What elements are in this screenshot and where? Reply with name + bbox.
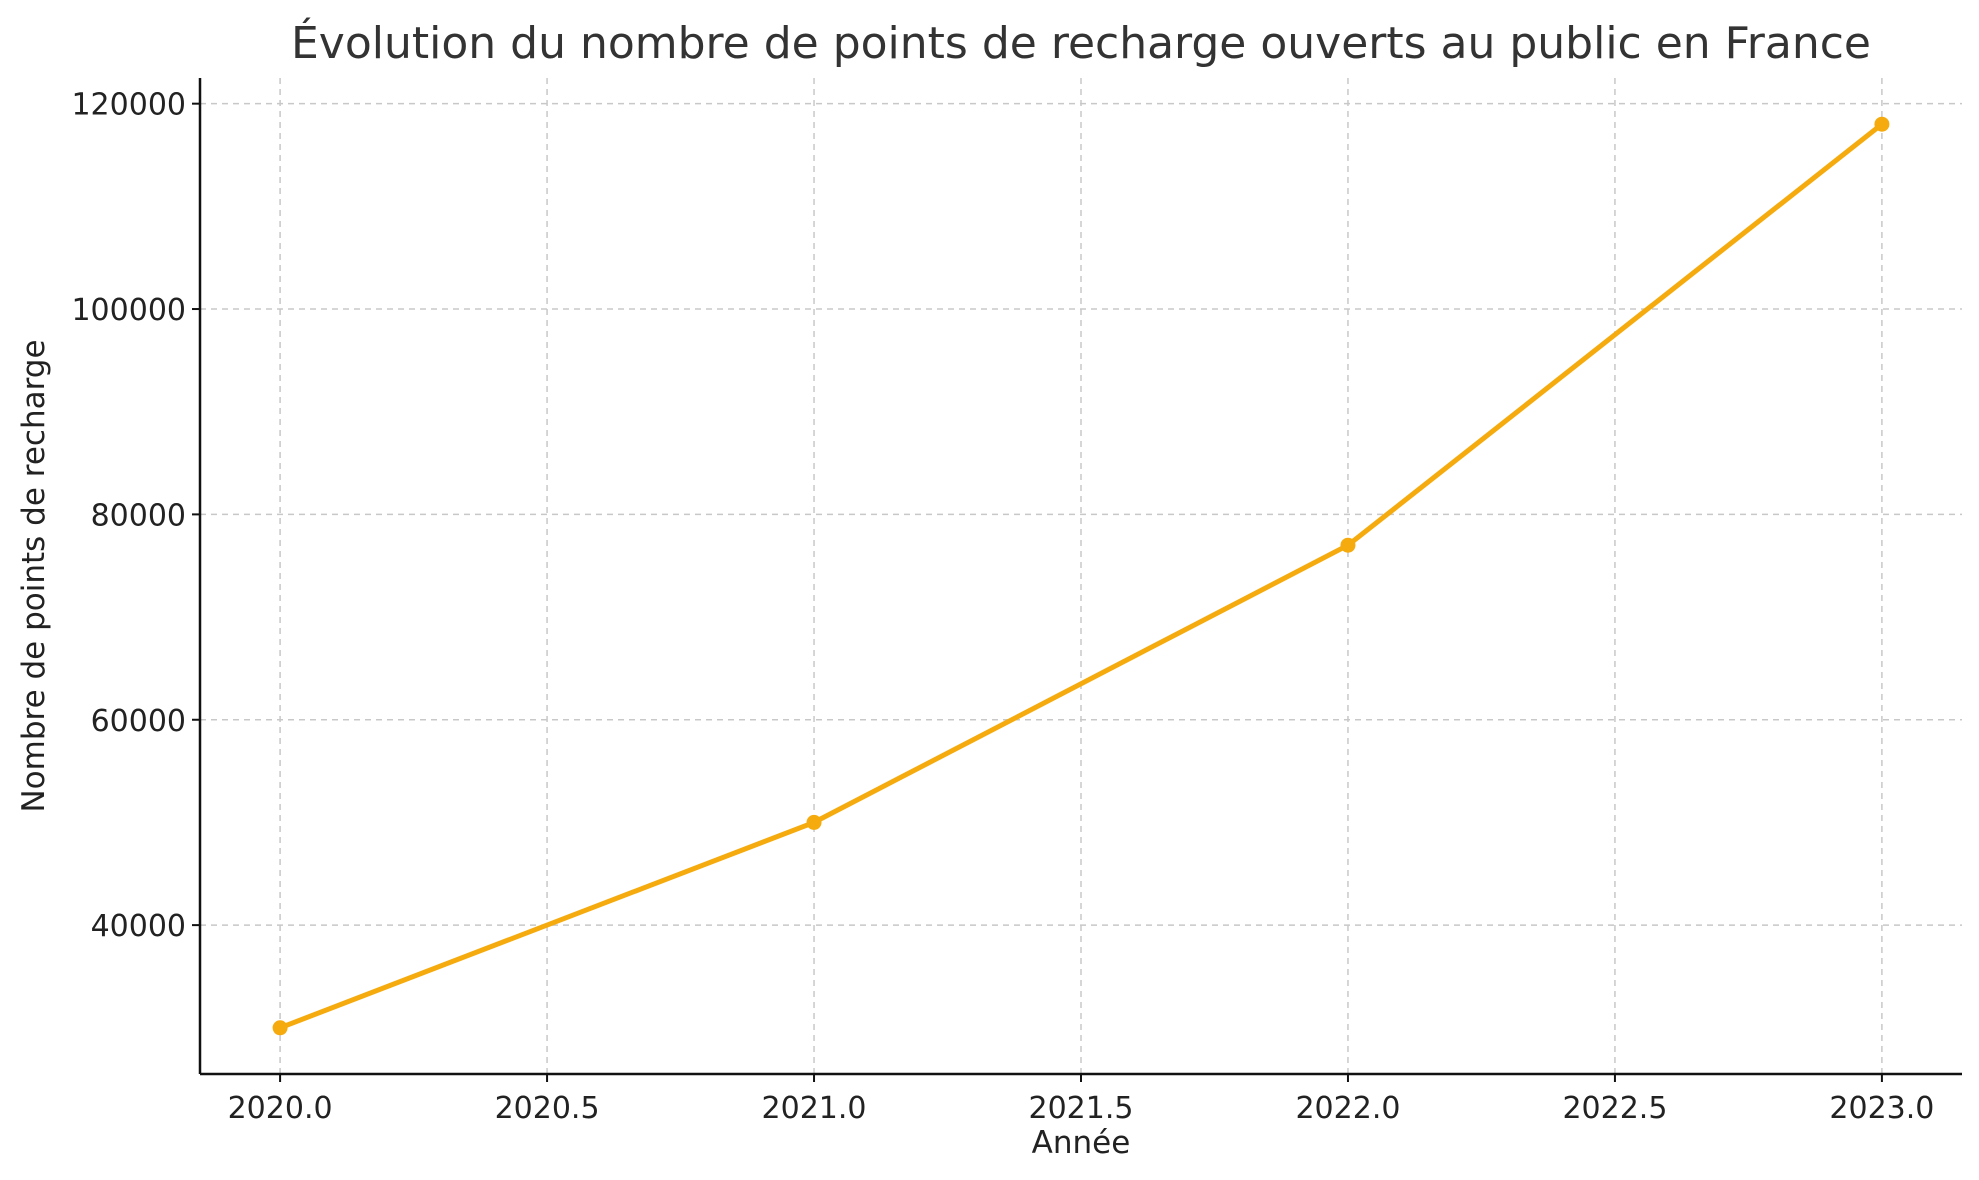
y-tick-label: 40000 (91, 909, 186, 944)
data-point (1340, 537, 1356, 553)
grid (200, 78, 1962, 1074)
y-tick-label: 60000 (91, 704, 186, 739)
y-tick-label: 80000 (91, 498, 186, 533)
x-tick-label: 2020.5 (495, 1091, 600, 1126)
data-point (272, 1020, 288, 1036)
series (272, 116, 1890, 1036)
x-tick-label: 2021.5 (1029, 1091, 1134, 1126)
x-tick-label: 2022.0 (1295, 1091, 1400, 1126)
x-tick-label: 2020.0 (228, 1091, 333, 1126)
y-tick-label: 100000 (71, 293, 186, 328)
x-tick-label: 2022.5 (1562, 1091, 1667, 1126)
y-tick-label: 120000 (71, 88, 186, 123)
y-axis-label: Nombre de points de recharge (16, 339, 52, 812)
chart-title: Évolution du nombre de points de recharg… (291, 16, 1871, 69)
x-axis-label: Année (1032, 1125, 1131, 1161)
x-tick-label: 2023.0 (1829, 1091, 1934, 1126)
data-point (1874, 116, 1890, 132)
data-point (806, 814, 822, 830)
series-line (277, 121, 1885, 1031)
x-tick-label: 2021.0 (762, 1091, 867, 1126)
ticks: 2020.0 2020.5 2021.0 2021.5 2022.0 2022.5 2023… (71, 88, 1934, 1126)
